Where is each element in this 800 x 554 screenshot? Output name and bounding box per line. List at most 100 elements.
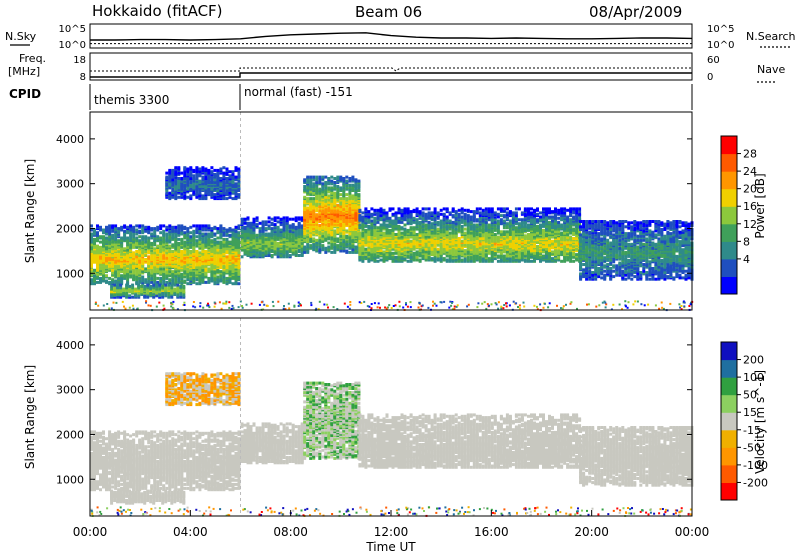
cpid-label: CPID [9, 87, 41, 101]
scatter-cell-0 [165, 237, 169, 241]
scatter-cell-4 [330, 182, 334, 186]
scatter-cell-2 [234, 166, 238, 170]
scatter-cell-2 [168, 191, 172, 195]
scatter-cell-0 [222, 259, 226, 263]
scatter-cell-4 [348, 206, 352, 210]
scatter-cell-4 [330, 206, 334, 210]
scatter-cell-3 [252, 235, 256, 239]
scatter-cell-0 [183, 251, 187, 255]
scatter-cell-0 [198, 229, 202, 233]
scatter-cell-3 [276, 247, 280, 251]
scatter-cell-5 [484, 207, 488, 211]
scatter-cell-2 [198, 179, 202, 183]
scatter-cell-5 [481, 251, 485, 255]
scatter-cell-0 [207, 239, 211, 243]
scatter-cell-2 [201, 194, 205, 198]
scatter-cell-5 [484, 210, 488, 214]
scatter-cell-5 [493, 247, 497, 251]
scatter-cell-2 [222, 181, 226, 184]
scatter-cell-1 [161, 284, 165, 288]
scatter-cell-0 [138, 254, 142, 257]
scatter-cell-5 [448, 223, 452, 227]
scatter-cell-0 [123, 229, 127, 233]
scatter-cell-1 [164, 286, 168, 290]
scatter-cell-5 [481, 242, 485, 246]
scatter-cell-0 [93, 274, 96, 278]
scatter-cell-0 [207, 267, 211, 271]
scatter-cell-0 [204, 232, 208, 236]
scatter-cell-5 [364, 228, 368, 232]
scatter-cell-0 [96, 268, 99, 272]
scatter-cell-5 [466, 214, 470, 218]
scatter-cell-5 [439, 219, 443, 223]
scatter-cell-0 [168, 224, 172, 228]
scatter-cell-5 [502, 250, 506, 254]
scatter-cell-4 [345, 229, 349, 233]
scatter-cell-0 [207, 228, 211, 232]
scatter-cell-5 [460, 227, 464, 231]
scatter-cell-2 [204, 167, 208, 171]
scatter-cell-0 [117, 227, 121, 231]
scatter-cell-5 [391, 255, 395, 259]
scatter-cell-0 [204, 250, 208, 253]
scatter-cell-5 [361, 259, 365, 263]
scatter-cell-4 [315, 238, 319, 242]
scatter-cell-0 [228, 251, 232, 255]
scatter-cell-5 [373, 228, 377, 232]
scatter-cell-0 [147, 271, 151, 275]
scatter-cell-0 [237, 241, 241, 245]
scatter-cell-0 [144, 258, 148, 261]
scatter-cell-0 [129, 266, 133, 270]
scatter-cell-0 [192, 241, 196, 245]
scatter-cell-0 [213, 255, 217, 259]
scatter-cell-3 [276, 241, 280, 245]
scatter-cell-2 [237, 193, 241, 197]
scatter-cell-2 [237, 170, 241, 174]
scatter-cell-5 [418, 224, 422, 228]
scatter-cell-3 [243, 221, 247, 225]
scatter-cell-0 [222, 237, 226, 241]
scatter-cell-4 [318, 236, 322, 240]
scatter-cell-4 [306, 181, 310, 184]
scatter-cell-0 [237, 282, 241, 286]
scatter-cell-4 [348, 199, 352, 203]
scatter-cell-0 [168, 248, 172, 252]
scatter-cell-3 [273, 250, 277, 253]
scatter-cell-0 [237, 254, 241, 257]
scatter-cell-2 [213, 178, 217, 182]
scatter-cell-4 [321, 187, 325, 191]
scatter-cell-5 [406, 246, 410, 250]
scatter-cell-2 [234, 175, 238, 179]
scatter-cell-2 [207, 168, 211, 172]
scatter-cell-5 [397, 247, 401, 251]
scatter-cell-1 [131, 286, 135, 290]
scatter-cell-0 [138, 229, 142, 233]
scatter-cell-0 [132, 251, 136, 255]
scatter-cell-5 [361, 211, 365, 215]
scatter-cell-0 [177, 245, 181, 249]
scatter-cell-5 [472, 210, 476, 214]
scatter-cell-2 [213, 168, 217, 172]
nave-label: Nave [757, 63, 785, 76]
scatter-cell-2 [225, 177, 229, 180]
scatter-cell-1 [179, 293, 183, 296]
scatter-cell-2 [222, 166, 226, 170]
scatter-cell-4 [357, 179, 361, 183]
scatter-cell-4 [330, 245, 334, 249]
scatter-cell-0 [186, 282, 190, 286]
scatter-cell-0 [120, 247, 124, 251]
scatter-cell-0 [228, 280, 232, 284]
scatter-cell-0 [189, 254, 193, 257]
scatter-cell-5 [415, 212, 419, 216]
scatter-cell-5 [481, 227, 485, 231]
scatter-cell-3 [285, 255, 289, 259]
scatter-cell-5 [376, 237, 380, 240]
scatter-cell-2 [171, 168, 175, 172]
scatter-cell-0 [126, 245, 130, 249]
scatter-cell-1 [164, 294, 168, 298]
scatter-cell-5 [394, 233, 398, 236]
scatter-cell-0 [237, 270, 241, 274]
scatter-cell-3 [267, 220, 271, 224]
scatter-cell-5 [463, 254, 467, 258]
scatter-cell-0 [183, 225, 187, 229]
